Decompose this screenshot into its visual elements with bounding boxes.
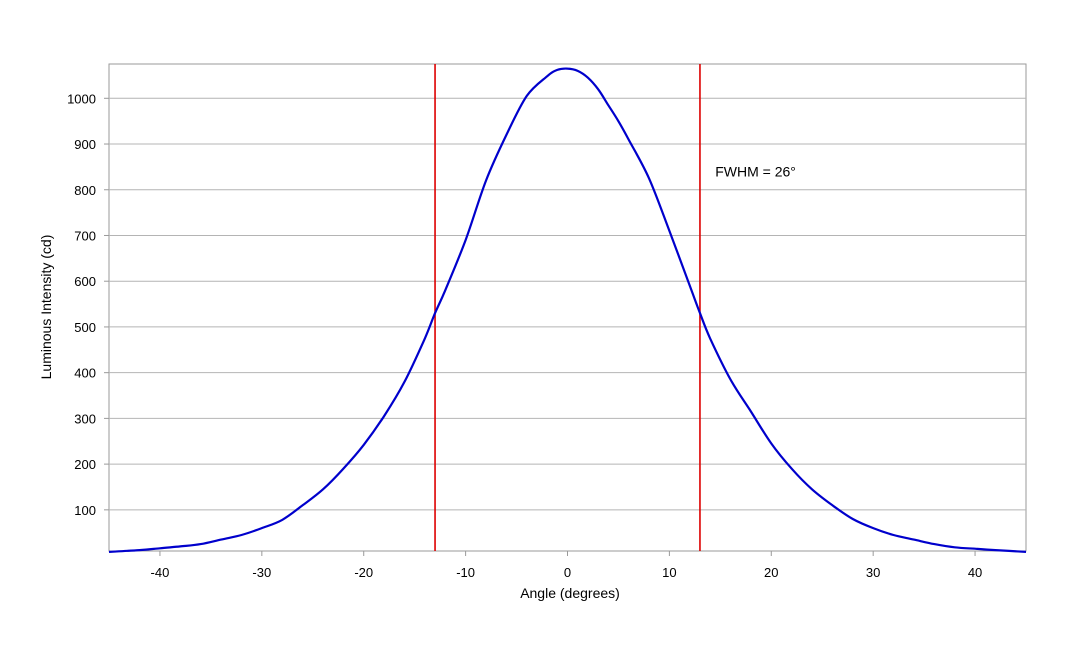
series-layer: [108, 67, 1027, 553]
x-tick-label: -30: [252, 565, 271, 580]
x-tick-label: -20: [354, 565, 373, 580]
y-tick-label: 300: [74, 411, 96, 426]
plot-area: [108, 63, 1027, 552]
x-tick-label: 0: [564, 565, 571, 580]
x-tick-label: -40: [151, 565, 170, 580]
x-tick-label: 10: [662, 565, 676, 580]
x-tick-label: -10: [456, 565, 475, 580]
intensity-curve: [108, 67, 1027, 553]
y-axis-title: Luminous Intensity (cd): [38, 235, 54, 380]
fwhm-markers: [434, 64, 701, 551]
x-axis-title: Angle (degrees): [520, 585, 620, 601]
y-tick-label: 700: [74, 228, 96, 243]
x-tick-label: 40: [968, 565, 982, 580]
x-tick-label: 30: [866, 565, 880, 580]
y-tick-label: 800: [74, 183, 96, 198]
y-tick-label: 200: [74, 457, 96, 472]
x-axis-ticks: -40 -30 -20 -10 0 10 20 30 40: [151, 551, 982, 580]
y-tick-label: 900: [74, 137, 96, 152]
y-axis-ticks: 100 200 300 400 500 600 700 800 900 1000: [67, 91, 109, 518]
y-tick-label: 100: [74, 503, 96, 518]
y-tick-label: 400: [74, 366, 96, 381]
y-tick-label: 600: [74, 274, 96, 289]
fwhm-annotation: FWHM = 26°: [715, 163, 796, 179]
x-tick-label: 20: [764, 565, 778, 580]
y-tick-label: 500: [74, 320, 96, 335]
y-tick-label: 1000: [67, 91, 96, 106]
gridlines: [109, 97, 1026, 511]
